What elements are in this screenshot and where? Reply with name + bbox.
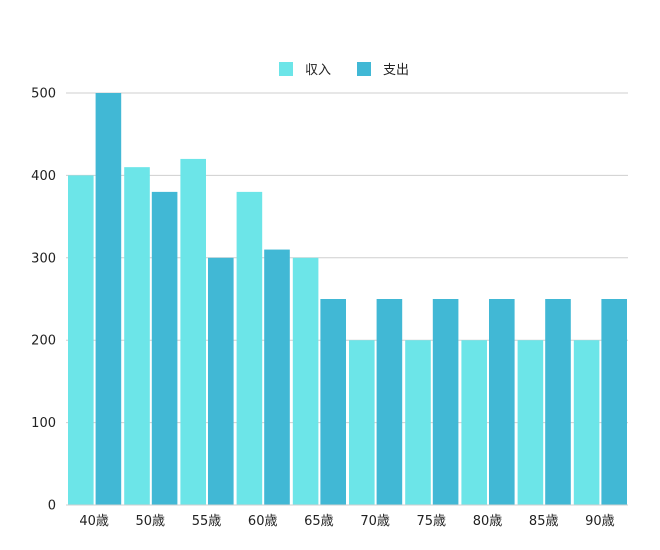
x-axis-ticks: 40歳 50歳 55歳 60歳 65歳 70歳 75歳 80歳 85歳 90歳 (79, 514, 614, 529)
bar-income-0 (68, 175, 94, 505)
legend: 収入 支出 (279, 62, 409, 78)
y-tick-label: 500 (31, 87, 56, 102)
bars (68, 93, 627, 506)
legend-label-income: 収入 (305, 63, 331, 78)
bar-expense-9 (601, 299, 627, 505)
x-tick-label: 90歳 (585, 514, 615, 529)
y-tick-label: 300 (31, 251, 56, 266)
bar-expense-0 (95, 93, 122, 505)
legend-swatch-expense (357, 62, 371, 76)
x-tick-label: 80歳 (473, 514, 503, 529)
y-tick-label: 200 (31, 334, 56, 349)
y-tick-label: 100 (31, 416, 56, 431)
y-tick-label: 0 (48, 499, 56, 514)
bar-expense-1 (151, 191, 178, 505)
bar-income-1 (124, 167, 150, 505)
y-tick-label: 400 (31, 169, 56, 184)
legend-label-expense: 支出 (383, 63, 409, 78)
bar-income-9 (573, 340, 600, 505)
x-tick-label: 50歳 (136, 514, 166, 529)
x-tick-label: 65歳 (304, 514, 334, 529)
x-tick-label: 55歳 (192, 514, 222, 529)
bar-income-8 (517, 340, 544, 505)
bar-expense-5 (376, 299, 403, 505)
bar-income-7 (461, 340, 487, 505)
bar-income-4 (292, 257, 319, 505)
bar-expense-8 (545, 299, 571, 505)
bar-expense-2 (208, 257, 234, 505)
x-tick-label: 70歳 (360, 514, 390, 529)
bar-expense-4 (320, 299, 346, 505)
gridlines (66, 92, 628, 424)
bar-income-5 (349, 340, 375, 505)
bar-income-2 (180, 158, 206, 506)
bar-income-3 (236, 191, 263, 505)
bar-income-6 (405, 340, 431, 505)
legend-swatch-income (279, 62, 293, 76)
bar-expense-3 (264, 249, 290, 505)
y-axis-ticks: 0 100 200 300 400 500 (31, 87, 56, 514)
x-tick-label: 60歳 (248, 514, 278, 529)
x-tick-label: 75歳 (417, 514, 447, 529)
x-tick-label: 40歳 (79, 514, 109, 529)
x-tick-label: 85歳 (529, 514, 559, 529)
bar-expense-6 (432, 299, 459, 505)
bar-expense-7 (489, 299, 515, 505)
